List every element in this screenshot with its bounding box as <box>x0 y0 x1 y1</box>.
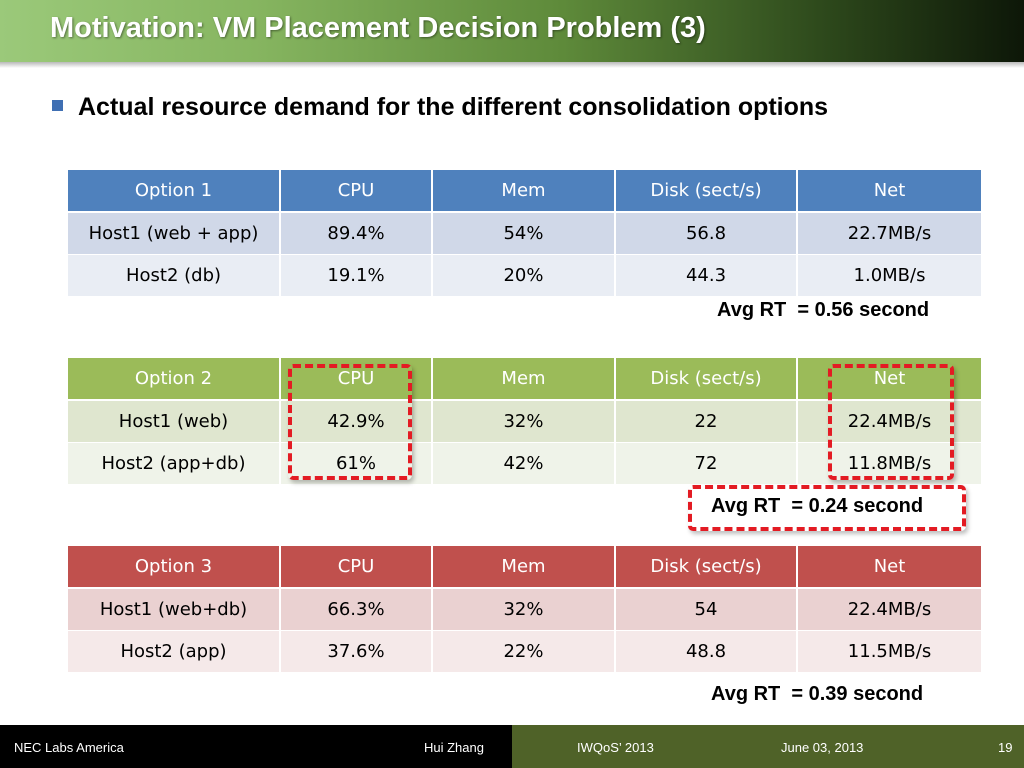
header-cell: Disk (sect/s) <box>614 170 797 213</box>
header-cell: CPU <box>279 170 432 213</box>
footer-page-number: 19 <box>998 740 1013 755</box>
avg-rt-option-1: Avg RT = 0.56 second <box>717 299 930 321</box>
table-cell: 20% <box>431 254 615 296</box>
table-cell: 44.3 <box>614 254 797 296</box>
cpu-highlight-box <box>288 364 412 480</box>
option-3-table: Option 3 CPU Mem Disk (sect/s) Net Host1… <box>68 546 981 672</box>
option-1-table: Option 1 CPU Mem Disk (sect/s) Net Host1… <box>68 170 981 296</box>
footer-conference: IWQoS’ 2013 <box>577 740 654 755</box>
footer-org: NEC Labs America <box>14 740 124 755</box>
header-cell: Mem <box>431 170 615 213</box>
header-cell: Mem <box>431 546 615 589</box>
table-cell: 48.8 <box>614 630 797 672</box>
table-cell: 37.6% <box>279 630 432 672</box>
title-bar <box>0 0 1024 62</box>
table-cell: 42.9% <box>279 399 432 443</box>
table-cell: 22 <box>614 399 797 443</box>
net-highlight-box <box>828 364 954 480</box>
table-cell: 42% <box>431 442 615 484</box>
table-cell: Host1 (web+db) <box>68 587 280 631</box>
table-cell: Host2 (app) <box>68 630 280 672</box>
title-shadow <box>0 62 1024 68</box>
table-cell: 89.4% <box>279 211 432 255</box>
table-cell: 32% <box>431 399 615 443</box>
header-cell: Mem <box>431 358 615 401</box>
header-cell: Disk (sect/s) <box>614 358 797 401</box>
header-cell: Net <box>796 546 981 589</box>
table-cell: 72 <box>614 442 797 484</box>
table-cell: Host1 (web) <box>68 399 280 443</box>
avg-rt-highlight-box <box>688 485 966 531</box>
header-cell: Option 3 <box>68 546 280 589</box>
bullet-square-icon <box>52 100 63 111</box>
footer-author: Hui Zhang <box>424 740 484 755</box>
table-cell: 22.7MB/s <box>796 211 981 255</box>
header-cell: Net <box>796 170 981 213</box>
footer-green-panel <box>512 725 1024 768</box>
header-cell: CPU <box>279 546 432 589</box>
header-cell: Option 2 <box>68 358 280 401</box>
table-row: Host1 (web + app) 89.4% 54% 56.8 22.7MB/… <box>68 211 981 255</box>
table-cell: 11.5MB/s <box>796 630 981 672</box>
table-cell: 22.4MB/s <box>796 587 981 631</box>
table-row: Host2 (app+db) 61% 42% 72 11.8MB/s <box>68 442 981 484</box>
avg-rt-option-2: Avg RT = 0.24 second <box>711 495 924 517</box>
table-cell: 54% <box>431 211 615 255</box>
table-cell: 19.1% <box>279 254 432 296</box>
table-row: Host1 (web+db) 66.3% 32% 54 22.4MB/s <box>68 587 981 631</box>
footer-date: June 03, 2013 <box>781 740 864 755</box>
header-cell: Option 1 <box>68 170 280 213</box>
slide-title: Motivation: VM Placement Decision Proble… <box>50 12 706 44</box>
footer-bar: NEC Labs America Hui Zhang IWQoS’ 2013 J… <box>0 725 1024 768</box>
table-header-row: Option 1 CPU Mem Disk (sect/s) Net <box>68 170 981 213</box>
table-row: Host2 (app) 37.6% 22% 48.8 11.5MB/s <box>68 630 981 672</box>
table-row: Host2 (db) 19.1% 20% 44.3 1.0MB/s <box>68 254 981 296</box>
table-cell: 56.8 <box>614 211 797 255</box>
table-header-row: Option 3 CPU Mem Disk (sect/s) Net <box>68 546 981 589</box>
table-cell: Host2 (app+db) <box>68 442 280 484</box>
table-cell: 22% <box>431 630 615 672</box>
table-cell: Host1 (web + app) <box>68 211 280 255</box>
avg-rt-option-3: Avg RT = 0.39 second <box>711 683 924 705</box>
table-cell: 1.0MB/s <box>796 254 981 296</box>
bullet-text: Actual resource demand for the different… <box>78 93 829 121</box>
header-cell: Disk (sect/s) <box>614 546 797 589</box>
table-cell: 66.3% <box>279 587 432 631</box>
table-cell: 54 <box>614 587 797 631</box>
table-cell: Host2 (db) <box>68 254 280 296</box>
table-cell: 32% <box>431 587 615 631</box>
